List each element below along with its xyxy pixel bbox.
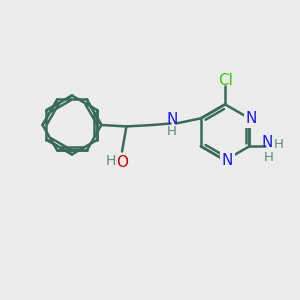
Text: N: N [167, 112, 178, 128]
Text: H: H [264, 151, 274, 164]
Text: H: H [106, 154, 116, 168]
Text: O: O [117, 155, 129, 170]
Text: H: H [274, 138, 284, 151]
Text: H: H [167, 125, 177, 138]
Text: N: N [246, 111, 257, 126]
Text: N: N [262, 135, 273, 150]
Text: Cl: Cl [218, 73, 232, 88]
Text: N: N [222, 153, 233, 168]
